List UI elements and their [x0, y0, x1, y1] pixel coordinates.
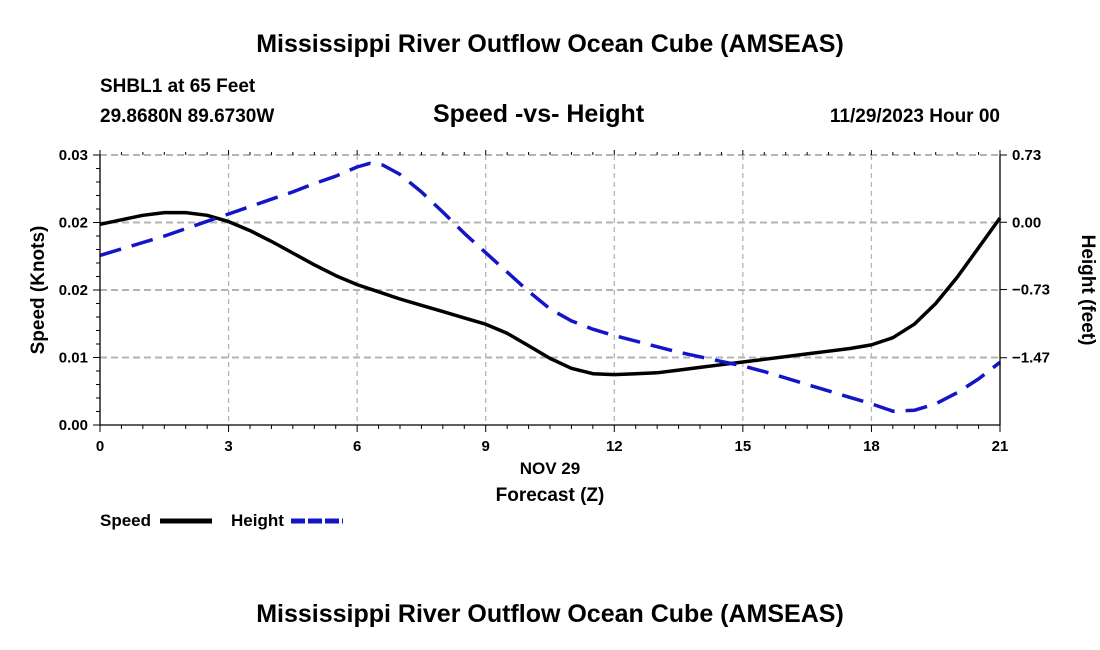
y-right-tick-label: −0.73	[1012, 282, 1050, 299]
x-tick-label: 3	[224, 438, 232, 455]
x-tick-label: 12	[606, 438, 623, 455]
grid-layer	[100, 154, 1000, 425]
y-left-tick-label: 0.02	[59, 215, 88, 232]
x-tick-label: 0	[96, 438, 104, 455]
chart-title: Speed -vs- Height	[433, 100, 645, 128]
y-right-tick-label: −1.47	[1012, 350, 1050, 367]
date-label: 11/29/2023 Hour 00	[829, 106, 1000, 127]
station-label: SHBL1 at 65 Feet	[100, 76, 256, 97]
y-left-tick-label: 0.02	[59, 282, 88, 299]
y-right-tick-label: 0.00	[1012, 214, 1041, 231]
x-axis-date-label: NOV 29	[520, 459, 580, 478]
series-layer	[99, 161, 1002, 413]
x-tick-label: 15	[735, 438, 752, 455]
label-layer: 0 3 6 9 12 15 18 21 0.00 0.01 0.02 0.02 0.03 0.73 0.00…	[59, 147, 1050, 455]
legend-speed-label: Speed	[100, 511, 151, 530]
legend: Speed Height	[100, 511, 343, 530]
speed-height-chart: 0 3 6 9 12 15 18 21 0.00 0.01 0.02 0.02 0.03 0.73 0.00…	[28, 147, 1098, 530]
x-tick-label: 6	[353, 438, 361, 455]
x-tick-label: 18	[863, 438, 880, 455]
axis-layer	[93, 150, 1007, 432]
main-title: Mississippi River Outflow Ocean Cube (AM…	[256, 30, 844, 58]
speed-series-line	[99, 210, 1002, 377]
y-axis-right-title: Height (feet)	[1077, 235, 1098, 346]
location-label: 29.8680N 89.6730W	[100, 106, 275, 127]
x-tick-label: 21	[992, 438, 1009, 455]
y-left-tick-label: 0.01	[59, 350, 88, 367]
height-series-line	[99, 161, 1002, 413]
bottom-title: Mississippi River Outflow Ocean Cube (AM…	[256, 600, 844, 628]
y-right-tick-label: 0.73	[1012, 147, 1041, 164]
x-tick-label: 9	[482, 438, 490, 455]
x-axis-title: Forecast (Z)	[496, 485, 605, 506]
y-left-tick-label: 0.00	[59, 417, 88, 434]
y-left-tick-label: 0.03	[59, 147, 88, 164]
legend-height-label: Height	[231, 511, 284, 530]
y-axis-left-title: Speed (Knots)	[28, 226, 49, 355]
